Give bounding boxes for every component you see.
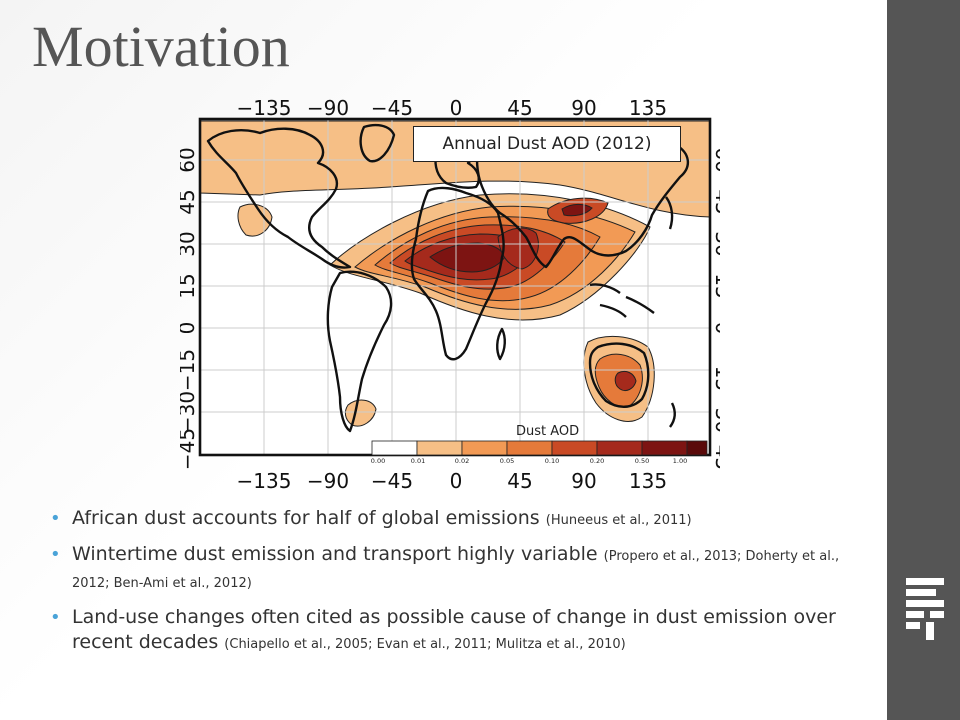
lon-tick-top: 45 [507,97,532,120]
contour-australia-core [614,370,637,392]
lat-tick-right: 15 [711,273,720,298]
colorbar-tick-2: 0.01 [411,457,425,465]
coast-australia [588,342,650,408]
bar-logo-icon [906,578,944,640]
coast-maritime-se-asia [589,283,655,318]
coast-greenland [359,123,396,163]
lon-tick-top: 135 [629,97,667,120]
colorbar-tick-8: 1.00 [673,457,687,465]
colorbar-swatch-2 [416,440,463,456]
colorbar-swatch-1 [371,440,418,456]
lat-tick-left: −15 [180,349,199,391]
colorbar-swatch-5 [551,440,598,456]
map-title-box: Annual Dust AOD (2012) [413,126,681,162]
map-grid [200,119,710,455]
colorbar-tick-6: 0.20 [590,457,604,465]
colorbar: Dust AOD 0.00 0.01 0.02 0.05 0.10 0.20 0… [371,424,708,465]
bullet-item: • Land-use changes often cited as possib… [48,605,848,657]
colorbar-swatch-8 [686,440,708,456]
lat-tick-left: 60 [180,147,199,172]
bullet-item: • Wintertime dust emission and transport… [48,542,848,596]
colorbar-swatch-3 [461,440,508,456]
coast-south-america [326,270,393,433]
colorbar-swatch-6 [596,440,643,456]
dust-aod-map-figure: Dust AOD 0.00 0.01 0.02 0.05 0.10 0.20 0… [180,97,720,492]
lat-ticks-right: 60 45 30 15 0 −15 −30 −45 [711,147,720,470]
lon-tick-bottom: 90 [571,469,596,492]
lon-tick-bottom: −45 [371,469,413,492]
lat-tick-right: −45 [711,428,720,470]
lat-tick-left: −45 [180,428,199,470]
bullet-text: African dust accounts for half of global… [72,507,540,529]
bullet-reference: (Propero et al., 2013; Doherty et al., 2… [72,549,840,591]
bullet-text: Wintertime dust emission and transport h… [72,543,598,565]
coast-new-zealand [669,402,676,428]
lon-tick-top: −90 [307,97,349,120]
coast-north-america [206,127,352,269]
lat-tick-right: 60 [711,147,720,172]
lat-tick-right: 0 [711,322,720,335]
colorbar-tick-7: 0.50 [635,457,649,465]
bullet-text: Land-use changes often cited as possible… [72,606,836,653]
lat-tick-left: 15 [180,273,199,298]
bullet-dot-icon: • [50,607,61,628]
colorbar-title: Dust AOD [516,424,579,439]
dust-aod-map: Dust AOD 0.00 0.01 0.02 0.05 0.10 0.20 0… [180,97,720,492]
lat-tick-right: −15 [711,349,720,391]
bullet-item: • African dust accounts for half of glob… [48,506,848,533]
lon-tick-top: 0 [450,97,463,120]
lon-tick-top: 90 [571,97,596,120]
bullet-list: • African dust accounts for half of glob… [48,506,848,666]
lon-tick-bottom: 45 [507,469,532,492]
colorbar-tick-4: 0.05 [500,457,514,465]
colorbar-swatch-4 [506,440,553,456]
lat-tick-left: −30 [180,391,199,433]
lat-tick-left: 30 [180,231,199,256]
colorbar-swatch-7 [641,440,688,456]
colorbar-tick-1: 0.00 [371,457,385,465]
colorbar-tick-5: 0.10 [545,457,559,465]
lon-ticks-top: −135 −90 −45 0 45 90 135 [237,97,668,120]
bullet-dot-icon: • [50,508,61,529]
lon-tick-top: −135 [237,97,292,120]
lon-tick-top: −45 [371,97,413,120]
bullet-reference: (Huneeus et al., 2011) [545,513,692,528]
bullet-reference: (Chiapello et al., 2005; Evan et al., 20… [224,637,626,652]
lon-tick-bottom: 0 [450,469,463,492]
lon-tick-bottom: −90 [307,469,349,492]
lat-tick-right: −30 [711,391,720,433]
colorbar-tick-3: 0.02 [455,457,469,465]
lon-tick-bottom: −135 [237,469,292,492]
coastlines [206,123,689,433]
lat-ticks-left: 60 45 30 15 0 −15 −30 −45 [180,147,199,470]
lat-tick-right: 30 [711,231,720,256]
lon-ticks-bottom: −135 −90 −45 0 45 90 135 [237,469,668,492]
coast-japan [665,196,674,230]
lat-tick-right: 45 [711,189,720,214]
coast-madagascar [496,327,506,361]
lon-tick-bottom: 135 [629,469,667,492]
bullet-dot-icon: • [50,544,61,565]
slide-title: Motivation [32,14,290,79]
lat-tick-left: 0 [180,322,199,335]
lat-tick-left: 45 [180,189,199,214]
